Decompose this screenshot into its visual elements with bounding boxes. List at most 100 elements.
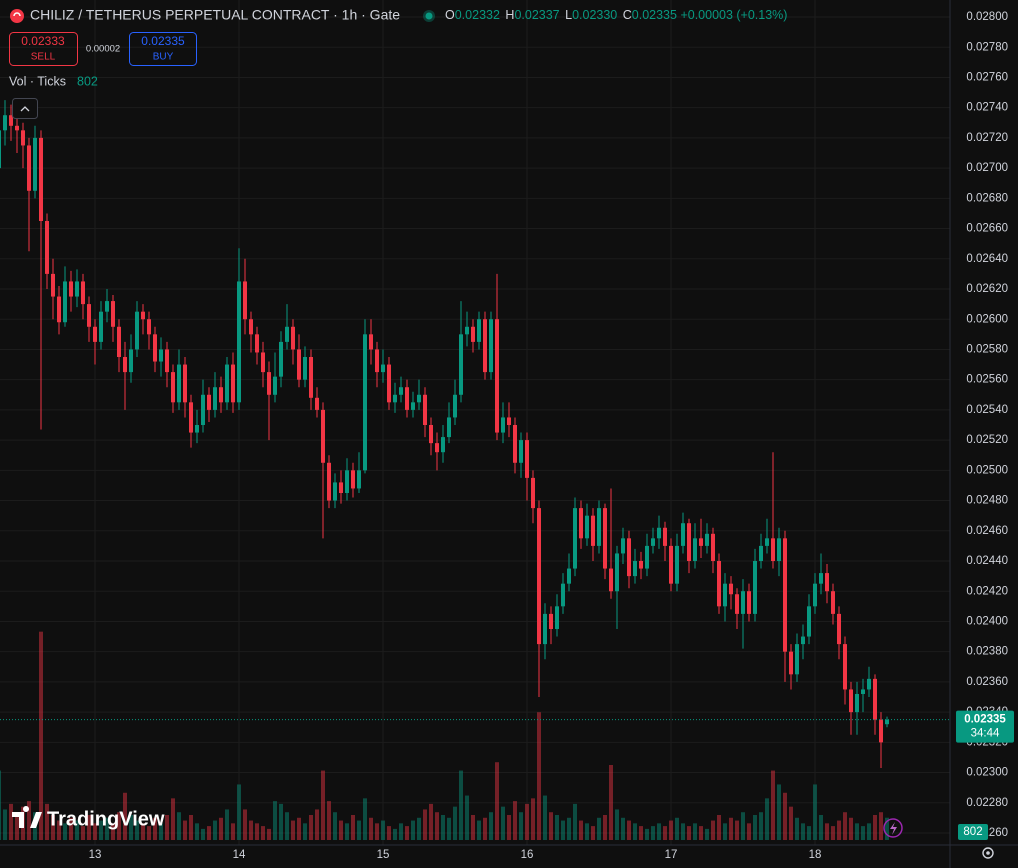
candle-body — [411, 402, 415, 410]
ohlc-change: +0.00003 (+0.13%) — [680, 8, 787, 22]
volume-bar — [423, 809, 427, 840]
volume-bar — [561, 820, 565, 840]
volume-bar — [507, 815, 511, 840]
settings-button[interactable] — [982, 847, 994, 859]
ohlc-key: O — [445, 8, 455, 22]
volume-bar — [99, 820, 103, 840]
candle-body — [639, 561, 643, 569]
candle-body — [807, 606, 811, 637]
candle-body — [399, 387, 403, 395]
collapse-button[interactable] — [12, 98, 38, 119]
volume-bar — [759, 812, 763, 840]
candle-body — [87, 304, 91, 327]
volume-bar — [255, 823, 259, 840]
candle-body — [99, 311, 103, 342]
ohlc-key: L — [565, 8, 572, 22]
volume-bar — [207, 826, 211, 840]
volume-bar — [291, 820, 295, 840]
y-tick-label: 0.02420 — [966, 585, 1008, 597]
y-tick-label: 0.02280 — [966, 797, 1008, 809]
symbol-logo-glyph — [13, 12, 21, 17]
candle-body — [537, 508, 541, 645]
candle-body — [381, 364, 385, 373]
volume-bar — [339, 820, 343, 840]
candle-body — [705, 533, 709, 546]
sell-label: SELL — [31, 52, 56, 63]
volume-bar — [327, 801, 331, 840]
volume-bar — [717, 815, 721, 840]
candle-body — [177, 364, 181, 403]
volume-bar — [75, 820, 79, 840]
candle-body — [51, 273, 55, 297]
candle-body — [225, 364, 229, 403]
symbol-title[interactable]: CHILIZ / TETHERUS PERPETUAL CONTRACT · 1… — [30, 7, 400, 23]
sell-button[interactable] — [9, 32, 78, 66]
y-tick-label: 0.02720 — [966, 132, 1008, 144]
candle-body — [879, 719, 883, 743]
volume-bar — [783, 792, 787, 840]
candle-body — [75, 281, 79, 297]
candle-body — [375, 349, 379, 373]
volume-bar — [267, 828, 271, 840]
volume-bar — [681, 823, 685, 840]
candle-body — [699, 538, 703, 546]
volume-bar — [537, 712, 541, 840]
candle-body — [591, 515, 595, 546]
x-tick-label: 16 — [521, 849, 534, 861]
volume-bar — [501, 806, 505, 840]
y-tick-label: 0.02580 — [966, 343, 1008, 355]
candle-body — [15, 125, 19, 131]
volume-bar — [543, 795, 547, 840]
candle-body — [447, 417, 451, 438]
candle-body — [843, 644, 847, 690]
volume-bar — [789, 806, 793, 840]
volume-bar — [645, 828, 649, 840]
volume-bar — [399, 823, 403, 840]
candle-body — [303, 357, 307, 380]
market-status-dot — [425, 12, 433, 20]
buy-button[interactable] — [129, 32, 197, 66]
volume-bar — [231, 823, 235, 840]
candle-body — [21, 130, 25, 146]
volume-bar — [51, 815, 55, 840]
candle-body — [831, 591, 835, 614]
candle-body — [267, 372, 271, 395]
volume-bar — [117, 812, 121, 840]
candle-body — [849, 689, 853, 713]
candle-body — [645, 545, 649, 569]
candle-body — [819, 573, 823, 584]
candle-body — [153, 334, 157, 362]
volume-bar — [615, 809, 619, 840]
candle-body — [555, 606, 559, 629]
candle-body — [561, 583, 565, 607]
y-tick-label: 0.02600 — [966, 313, 1008, 325]
last-price-box — [956, 710, 1014, 743]
candle-body — [63, 281, 67, 323]
y-tick-label: 0.02760 — [966, 71, 1008, 83]
volume-bar — [249, 820, 253, 840]
volume-bar — [453, 806, 457, 840]
candle-body — [285, 326, 289, 342]
lightning-button[interactable] — [883, 818, 903, 838]
volume-bar — [237, 784, 241, 840]
volume-bar — [429, 803, 433, 840]
candle-body — [159, 349, 163, 362]
x-tick-label: 14 — [233, 849, 246, 861]
volume-bar — [885, 817, 889, 840]
volume-bar — [261, 826, 265, 840]
volume-bar — [669, 820, 673, 840]
volume-bar — [309, 815, 313, 840]
candle-body — [573, 508, 577, 569]
y-tick-label: 0.02680 — [966, 192, 1008, 204]
ohlc-key: H — [505, 8, 514, 22]
candle-body — [351, 470, 355, 489]
candle-body — [219, 387, 223, 403]
volume-bar — [489, 812, 493, 840]
volume-bar — [219, 817, 223, 840]
volume-bar — [195, 823, 199, 840]
candle-body — [69, 281, 73, 297]
volume-bar — [819, 815, 823, 840]
candle-body — [129, 349, 133, 373]
candle-body — [483, 319, 487, 373]
